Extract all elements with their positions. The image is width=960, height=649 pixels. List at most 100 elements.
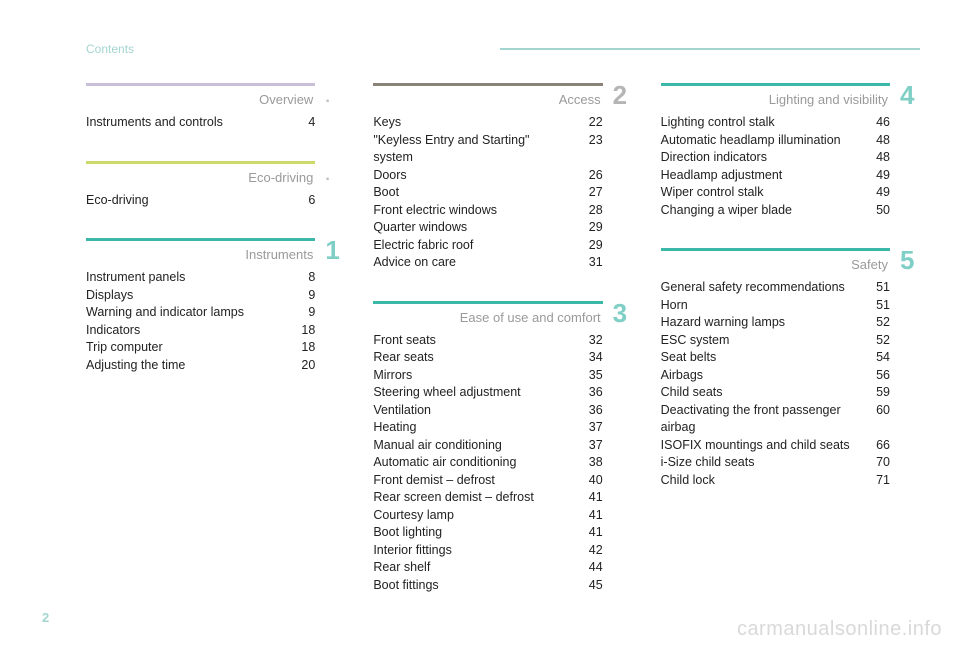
toc-page: 6 bbox=[291, 192, 315, 210]
toc-page: 18 bbox=[291, 322, 315, 340]
toc-label: ISOFIX mountings and child seats bbox=[661, 437, 866, 455]
toc-page: 42 bbox=[579, 542, 603, 560]
toc-page: 41 bbox=[579, 524, 603, 542]
toc-row: Heating37 bbox=[373, 419, 632, 437]
toc-label: Mirrors bbox=[373, 367, 578, 385]
section-number: 5 bbox=[900, 247, 920, 273]
section-head: Overview. bbox=[86, 80, 345, 108]
toc-label: General safety recommendations bbox=[661, 279, 866, 297]
toc-label: Front electric windows bbox=[373, 202, 578, 220]
toc-page: 37 bbox=[579, 419, 603, 437]
toc-page: 18 bbox=[291, 339, 315, 357]
watermark: carmanualsonline.info bbox=[737, 618, 942, 641]
column: Overview.Instruments and controls4Eco-dr… bbox=[86, 80, 345, 620]
toc-section: Eco-driving.Eco-driving6 bbox=[86, 158, 345, 210]
section-number: 4 bbox=[900, 82, 920, 108]
toc-label: Hazard warning lamps bbox=[661, 314, 866, 332]
toc-row: Rear seats34 bbox=[373, 349, 632, 367]
toc-row: Headlamp adjustment49 bbox=[661, 167, 920, 185]
section-title: Safety bbox=[661, 251, 890, 273]
toc-page: 23 bbox=[579, 132, 603, 167]
toc-row: Manual air conditioning37 bbox=[373, 437, 632, 455]
toc-page: 36 bbox=[579, 384, 603, 402]
section-number: . bbox=[325, 168, 345, 186]
toc-page: 28 bbox=[579, 202, 603, 220]
toc-label: Advice on care bbox=[373, 254, 578, 272]
toc-page: 70 bbox=[866, 454, 890, 472]
toc-row: Interior fittings42 bbox=[373, 542, 632, 560]
section-number: 3 bbox=[613, 300, 633, 326]
toc-page: 29 bbox=[579, 237, 603, 255]
toc-label: Indicators bbox=[86, 322, 291, 340]
toc-row: Keys22 bbox=[373, 114, 632, 132]
toc-section: Access2Keys22"Keyless Entry and Starting… bbox=[373, 80, 632, 272]
toc-label: Courtesy lamp bbox=[373, 507, 578, 525]
toc-page: 20 bbox=[291, 357, 315, 375]
section-title: Lighting and visibility bbox=[661, 86, 890, 108]
toc-label: Doors bbox=[373, 167, 578, 185]
toc-label: Child lock bbox=[661, 472, 866, 490]
toc-row: Horn51 bbox=[661, 297, 920, 315]
toc-row: Advice on care31 bbox=[373, 254, 632, 272]
column: Access2Keys22"Keyless Entry and Starting… bbox=[373, 80, 632, 620]
toc-section: Ease of use and comfort3Front seats32Rea… bbox=[373, 298, 632, 595]
section-head: Ease of use and comfort 3 bbox=[373, 298, 632, 326]
toc-row: Quarter windows29 bbox=[373, 219, 632, 237]
section-number: . bbox=[325, 90, 345, 108]
toc-row: Lighting control stalk46 bbox=[661, 114, 920, 132]
toc-page: 51 bbox=[866, 279, 890, 297]
toc-row: Child seats59 bbox=[661, 384, 920, 402]
toc-label: Boot fittings bbox=[373, 577, 578, 595]
toc-label: Rear seats bbox=[373, 349, 578, 367]
toc-label: Front demist – defrost bbox=[373, 472, 578, 490]
toc-row: Eco-driving6 bbox=[86, 192, 345, 210]
toc-page: 44 bbox=[579, 559, 603, 577]
toc-row: Rear shelf44 bbox=[373, 559, 632, 577]
toc-page: 9 bbox=[291, 287, 315, 305]
toc-label: Eco-driving bbox=[86, 192, 291, 210]
toc-label: Direction indicators bbox=[661, 149, 866, 167]
toc-label: Horn bbox=[661, 297, 866, 315]
toc-page: 45 bbox=[579, 577, 603, 595]
toc-label: Heating bbox=[373, 419, 578, 437]
section-title: Instruments bbox=[86, 241, 315, 263]
toc-label: Changing a wiper blade bbox=[661, 202, 866, 220]
toc-label: Keys bbox=[373, 114, 578, 132]
toc-row: Ventilation36 bbox=[373, 402, 632, 420]
toc-label: Child seats bbox=[661, 384, 866, 402]
section-head: Instruments1 bbox=[86, 235, 345, 263]
toc-section: Instruments1 Instrument panels8Displays9W… bbox=[86, 235, 345, 374]
toc-label: Displays bbox=[86, 287, 291, 305]
toc-label: Deactivating the front passenger airbag bbox=[661, 402, 866, 437]
toc-row: Automatic air conditioning38 bbox=[373, 454, 632, 472]
toc-page: 71 bbox=[866, 472, 890, 490]
toc-page: 8 bbox=[291, 269, 315, 287]
toc-row: Automatic headlamp illumination48 bbox=[661, 132, 920, 150]
section-head: Eco-driving. bbox=[86, 158, 345, 186]
toc-page: 49 bbox=[866, 184, 890, 202]
toc-label: Automatic air conditioning bbox=[373, 454, 578, 472]
columns-container: Overview.Instruments and controls4Eco-dr… bbox=[86, 80, 920, 620]
section-head: Safety 5 bbox=[661, 245, 920, 273]
toc-label: Boot lighting bbox=[373, 524, 578, 542]
section-title: Eco-driving bbox=[86, 164, 315, 186]
toc-page: 41 bbox=[579, 507, 603, 525]
toc-label: Rear screen demist – defrost bbox=[373, 489, 578, 507]
toc-page: 46 bbox=[866, 114, 890, 132]
contents-label: Contents bbox=[86, 42, 134, 56]
toc-page: 49 bbox=[866, 167, 890, 185]
toc-page: 48 bbox=[866, 149, 890, 167]
toc-row: Doors26 bbox=[373, 167, 632, 185]
section-title: Ease of use and comfort bbox=[373, 304, 602, 326]
toc-row: General safety recommendations51 bbox=[661, 279, 920, 297]
toc-row: Mirrors35 bbox=[373, 367, 632, 385]
toc-row: Adjusting the time20 bbox=[86, 357, 345, 375]
toc-page: 31 bbox=[579, 254, 603, 272]
toc-label: Warning and indicator lamps bbox=[86, 304, 291, 322]
toc-page: 29 bbox=[579, 219, 603, 237]
toc-label: Instrument panels bbox=[86, 269, 291, 287]
toc-row: Direction indicators48 bbox=[661, 149, 920, 167]
toc-row: i-Size child seats70 bbox=[661, 454, 920, 472]
toc-page: 35 bbox=[579, 367, 603, 385]
toc-page: 48 bbox=[866, 132, 890, 150]
